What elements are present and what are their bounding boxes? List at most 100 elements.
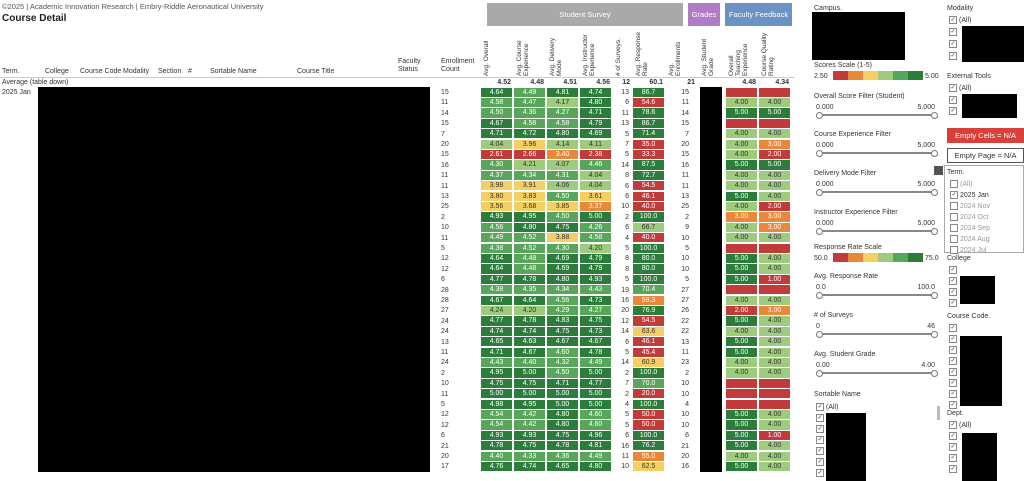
enrollment-count: 12	[441, 265, 449, 273]
filter-title: Scores Scale (1-5)	[814, 62, 872, 69]
metric-cell: 4.96	[580, 430, 611, 441]
slider-knob[interactable]	[816, 150, 823, 157]
slider-knob[interactable]	[931, 150, 938, 157]
enrollment-count: 11	[441, 172, 449, 180]
survey-count: 5	[625, 130, 629, 138]
slider-track	[818, 372, 934, 374]
slider-knob[interactable]	[816, 189, 823, 196]
metric-cell: 63.6	[633, 326, 664, 337]
filter-title: Response Rate Scale	[814, 244, 882, 251]
scale-min: 2.50	[814, 73, 828, 80]
survey-count: 6	[625, 99, 629, 107]
enrollment-count: 11	[441, 390, 449, 398]
metric-cell: 40.0	[633, 201, 664, 212]
slider-knob[interactable]	[816, 331, 823, 338]
enrollment-count: 15	[441, 89, 449, 96]
avg-enrollments: 15	[681, 89, 689, 96]
metric-cell: 4.00	[759, 181, 790, 191]
slider-knob[interactable]	[816, 228, 823, 235]
column-header: College	[45, 68, 69, 75]
term-option[interactable]: 2024 Nov	[960, 203, 990, 210]
slider-knob[interactable]	[816, 112, 823, 119]
term-option[interactable]: 2024 Aug	[960, 236, 990, 243]
metric-cell: 5.00	[726, 441, 757, 451]
metric-cell: 4.75	[481, 378, 512, 389]
slider-knob[interactable]	[931, 112, 938, 119]
metric-cell: 4.56	[547, 295, 578, 305]
term-option[interactable]: 2024 Jul	[960, 247, 987, 254]
metric-cell: 4.64	[481, 253, 512, 264]
metric-cell: 4.00	[759, 347, 790, 357]
toggle-button[interactable]: Empty Page = N/A	[947, 148, 1024, 163]
slider-track	[818, 152, 934, 154]
avg-enrollments: 27	[681, 297, 689, 304]
metric-cell: 72.7	[633, 170, 664, 181]
metric-cell: 4.75	[547, 326, 578, 337]
scale-swatch	[848, 71, 863, 80]
metric-cell: 3.98	[481, 181, 512, 191]
metric-cell: 4.00	[759, 461, 790, 472]
filter-title: Avg. Response Rate	[814, 273, 879, 280]
redacted-block	[38, 87, 430, 472]
avg-enrollments: 13	[681, 338, 689, 346]
average-value: 4.48	[530, 79, 544, 86]
avg-enrollments: 10	[681, 390, 689, 398]
metric-cell: 4.75	[514, 441, 545, 451]
metric-cell: 4.04	[481, 139, 512, 149]
slider-knob[interactable]	[816, 292, 823, 299]
metric-cell: 4.64	[481, 87, 512, 97]
slider-knob[interactable]	[931, 228, 938, 235]
avg-enrollments: 10	[681, 265, 689, 273]
metric-cell: 4.72	[514, 129, 545, 139]
metric-cell: 4.00	[726, 368, 757, 378]
metric-cell: 4.93	[481, 430, 512, 441]
slider-knob[interactable]	[931, 292, 938, 299]
metric-cell: 4.81	[547, 87, 578, 97]
tab[interactable]: Faculty Feedback	[725, 3, 792, 26]
slider-knob[interactable]	[931, 189, 938, 196]
checkbox: ✓	[816, 436, 824, 444]
avg-enrollments: 10	[681, 255, 689, 263]
tab[interactable]: Student Survey	[487, 3, 683, 26]
metric-cell: 4.50	[547, 212, 578, 222]
survey-count: 14	[621, 328, 629, 336]
metric-cell: 4.00	[759, 170, 790, 181]
checkbox: ✓	[816, 414, 824, 422]
slider-knob[interactable]	[931, 331, 938, 338]
term-option[interactable]: 2024 Oct	[960, 214, 989, 221]
scale-swatch	[863, 71, 878, 80]
checkbox: ✓	[816, 403, 824, 411]
metric-cell: 4.50	[481, 108, 512, 118]
filter-title: Dept.	[947, 410, 964, 417]
metric-cell: 4.75	[547, 430, 578, 441]
slider-knob[interactable]	[816, 370, 823, 377]
metric-cell: 4.00	[759, 326, 790, 337]
scale-swatch	[878, 253, 893, 262]
scale-swatch	[848, 253, 863, 262]
slider-max: 46	[927, 323, 935, 330]
metric-cell: 4.21	[514, 160, 545, 170]
checkbox: ✓	[949, 390, 957, 398]
survey-count: 7	[625, 380, 629, 388]
avg-enrollments: 20	[681, 453, 689, 460]
term-option[interactable]: (All)	[960, 181, 973, 188]
metric-cell: 4.32	[547, 357, 578, 368]
enrollment-count: 28	[441, 286, 449, 294]
metric-cell: 4.00	[726, 233, 757, 243]
avg-enrollments: 11	[681, 172, 689, 180]
term-option[interactable]: 2024 Sep	[960, 225, 990, 232]
avg-enrollments: 6	[685, 432, 689, 440]
metric-cell: 5.00	[514, 389, 545, 399]
avg-enrollments: 16	[681, 463, 689, 471]
tab[interactable]: Grades	[688, 3, 720, 26]
toggle-button[interactable]: Empty Cells = N/A	[947, 128, 1024, 143]
header-rule	[0, 77, 795, 78]
slider-knob[interactable]	[931, 370, 938, 377]
metric-header: Course Quality Rating	[761, 33, 775, 76]
metric-cell: 4.80	[514, 222, 545, 233]
enrollment-count: 14	[441, 109, 449, 117]
term-option[interactable]: 2025 Jan	[960, 192, 989, 199]
metric-cell: 4.00	[759, 295, 790, 305]
filter-title: External Tools	[947, 73, 991, 80]
metric-cell: 80.0	[633, 264, 664, 274]
